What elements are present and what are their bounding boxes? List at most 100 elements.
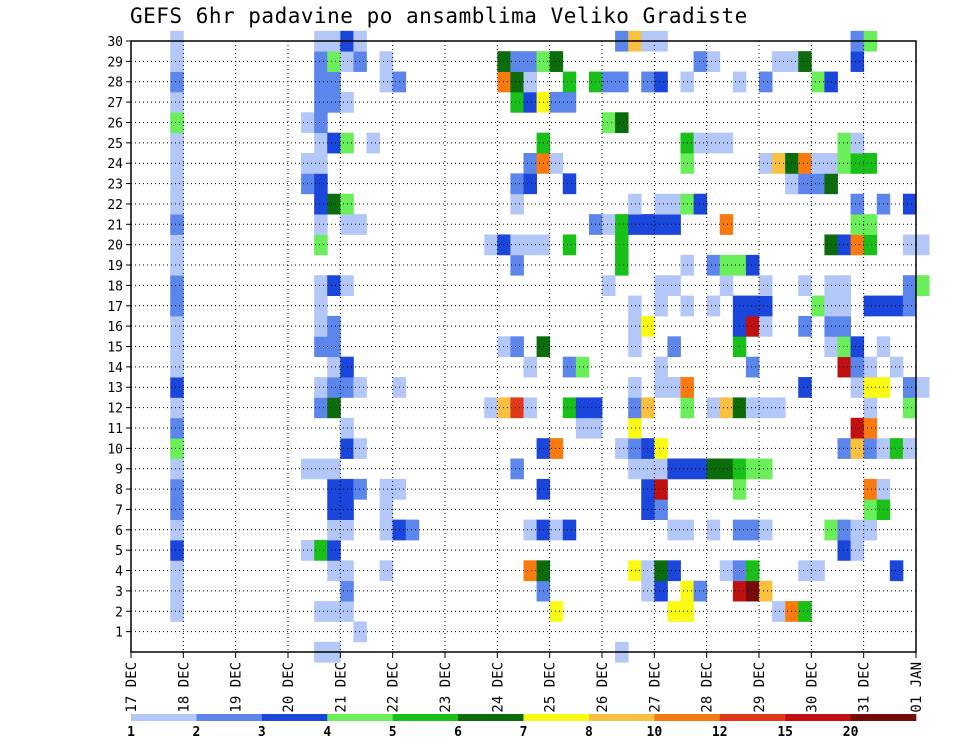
heatmap-cell	[706, 519, 721, 541]
y-tick-label: 29	[107, 55, 123, 70]
heatmap-cell	[706, 295, 721, 317]
heatmap-cell	[379, 478, 394, 500]
heatmap-cell	[497, 71, 511, 93]
heatmap-cell	[798, 275, 812, 296]
heatmap-cell	[170, 458, 184, 480]
heatmap-cell	[706, 458, 721, 480]
heatmap-cell	[693, 51, 708, 72]
heatmap-cell	[798, 173, 812, 195]
heatmap-cell	[850, 214, 865, 235]
heatmap-cell	[497, 234, 511, 256]
heatmap-cell	[170, 601, 184, 622]
heatmap-cell	[863, 438, 878, 459]
y-tick-label: 17	[107, 300, 123, 315]
heatmap-cell	[902, 295, 917, 317]
heatmap-cell	[484, 397, 498, 419]
colorbar-label: 1	[127, 725, 135, 740]
colorbar-label: 2	[193, 725, 201, 740]
heatmap-cell	[902, 397, 917, 419]
heatmap-cell	[916, 234, 930, 256]
heatmap-cell	[510, 458, 524, 480]
colorbar-label: 4	[323, 725, 331, 740]
heatmap-cell	[628, 560, 642, 582]
heatmap-cell	[719, 275, 734, 296]
heatmap-cell	[523, 71, 537, 93]
heatmap-cell	[353, 51, 367, 72]
heatmap-cell	[170, 356, 184, 378]
heatmap-cell	[837, 315, 851, 337]
heatmap-cell	[170, 499, 184, 521]
colorbar-swatch	[523, 714, 590, 721]
heatmap-cell	[327, 499, 341, 521]
heatmap-cell	[837, 295, 851, 317]
heatmap-cell	[575, 417, 590, 439]
heatmap-cell	[654, 214, 668, 235]
heatmap-cell	[615, 254, 629, 276]
heatmap-cell	[170, 539, 184, 561]
heatmap-cell	[798, 560, 812, 582]
heatmap-cell	[850, 519, 865, 541]
heatmap-cell	[379, 51, 394, 72]
heatmap-cell	[484, 234, 498, 256]
heatmap-cell	[314, 336, 328, 358]
heatmap-cell	[523, 356, 537, 378]
x-tick-label: 30 DEC	[804, 662, 820, 713]
heatmap-cell	[327, 132, 341, 154]
heatmap-cell	[863, 478, 878, 500]
heatmap-cell	[863, 153, 878, 174]
heatmap-cell	[916, 275, 930, 296]
heatmap-cell	[327, 397, 341, 419]
colorbar-swatch	[588, 714, 655, 721]
heatmap-cell	[654, 295, 668, 317]
y-tick-label: 22	[107, 198, 123, 213]
heatmap-cell	[811, 560, 825, 582]
heatmap-cell	[170, 377, 184, 398]
heatmap-cell	[327, 51, 341, 72]
heatmap-cell	[523, 51, 537, 72]
heatmap-cell	[314, 275, 328, 296]
x-tick-label: 24 DEC	[490, 662, 506, 713]
heatmap-cell	[170, 315, 184, 337]
heatmap-cell	[327, 377, 341, 398]
heatmap-cell	[628, 397, 642, 419]
heatmap-cell	[314, 234, 328, 256]
heatmap-cell	[170, 234, 184, 256]
heatmap-cell	[523, 519, 537, 541]
heatmap-cell	[170, 193, 184, 215]
heatmap-cell	[170, 91, 184, 113]
heatmap-cell	[850, 193, 865, 215]
y-tick-label: 2	[115, 605, 123, 620]
heatmap-cell	[837, 275, 851, 296]
heatmap-cell	[654, 438, 668, 459]
heatmap-cell	[745, 356, 760, 378]
colorbar-swatch	[654, 714, 721, 721]
heatmap-cell	[562, 397, 577, 419]
heatmap-cell	[667, 458, 681, 480]
x-tick-label: 01 JAN	[909, 662, 925, 713]
heatmap-cell	[314, 601, 328, 622]
heatmap-cell	[772, 153, 786, 174]
heatmap-cell	[798, 377, 812, 398]
colorbar-swatch	[261, 714, 328, 721]
heatmap-cell	[170, 112, 184, 134]
x-tick-label: 31 DEC	[857, 662, 873, 713]
heatmap-cell	[628, 438, 642, 459]
x-tick-label: 22 DEC	[386, 662, 402, 713]
colorbar-swatch	[392, 714, 459, 721]
heatmap-cell	[654, 458, 668, 480]
heatmap-cell	[837, 519, 851, 541]
heatmap-cell	[510, 234, 524, 256]
heatmap-cell	[706, 51, 721, 72]
y-tick-label: 12	[107, 402, 123, 417]
y-tick-label: 18	[107, 279, 123, 294]
heatmap-cell	[902, 234, 917, 256]
y-tick-label: 14	[107, 361, 123, 376]
heatmap-cell	[602, 214, 616, 235]
heatmap-cell	[850, 336, 865, 358]
heatmap-cell	[510, 397, 524, 419]
heatmap-cell	[366, 132, 380, 154]
heatmap-cell	[615, 234, 629, 256]
heatmap-cell	[798, 315, 812, 337]
y-tick-label: 3	[115, 585, 123, 600]
heatmap-cell	[811, 153, 825, 174]
